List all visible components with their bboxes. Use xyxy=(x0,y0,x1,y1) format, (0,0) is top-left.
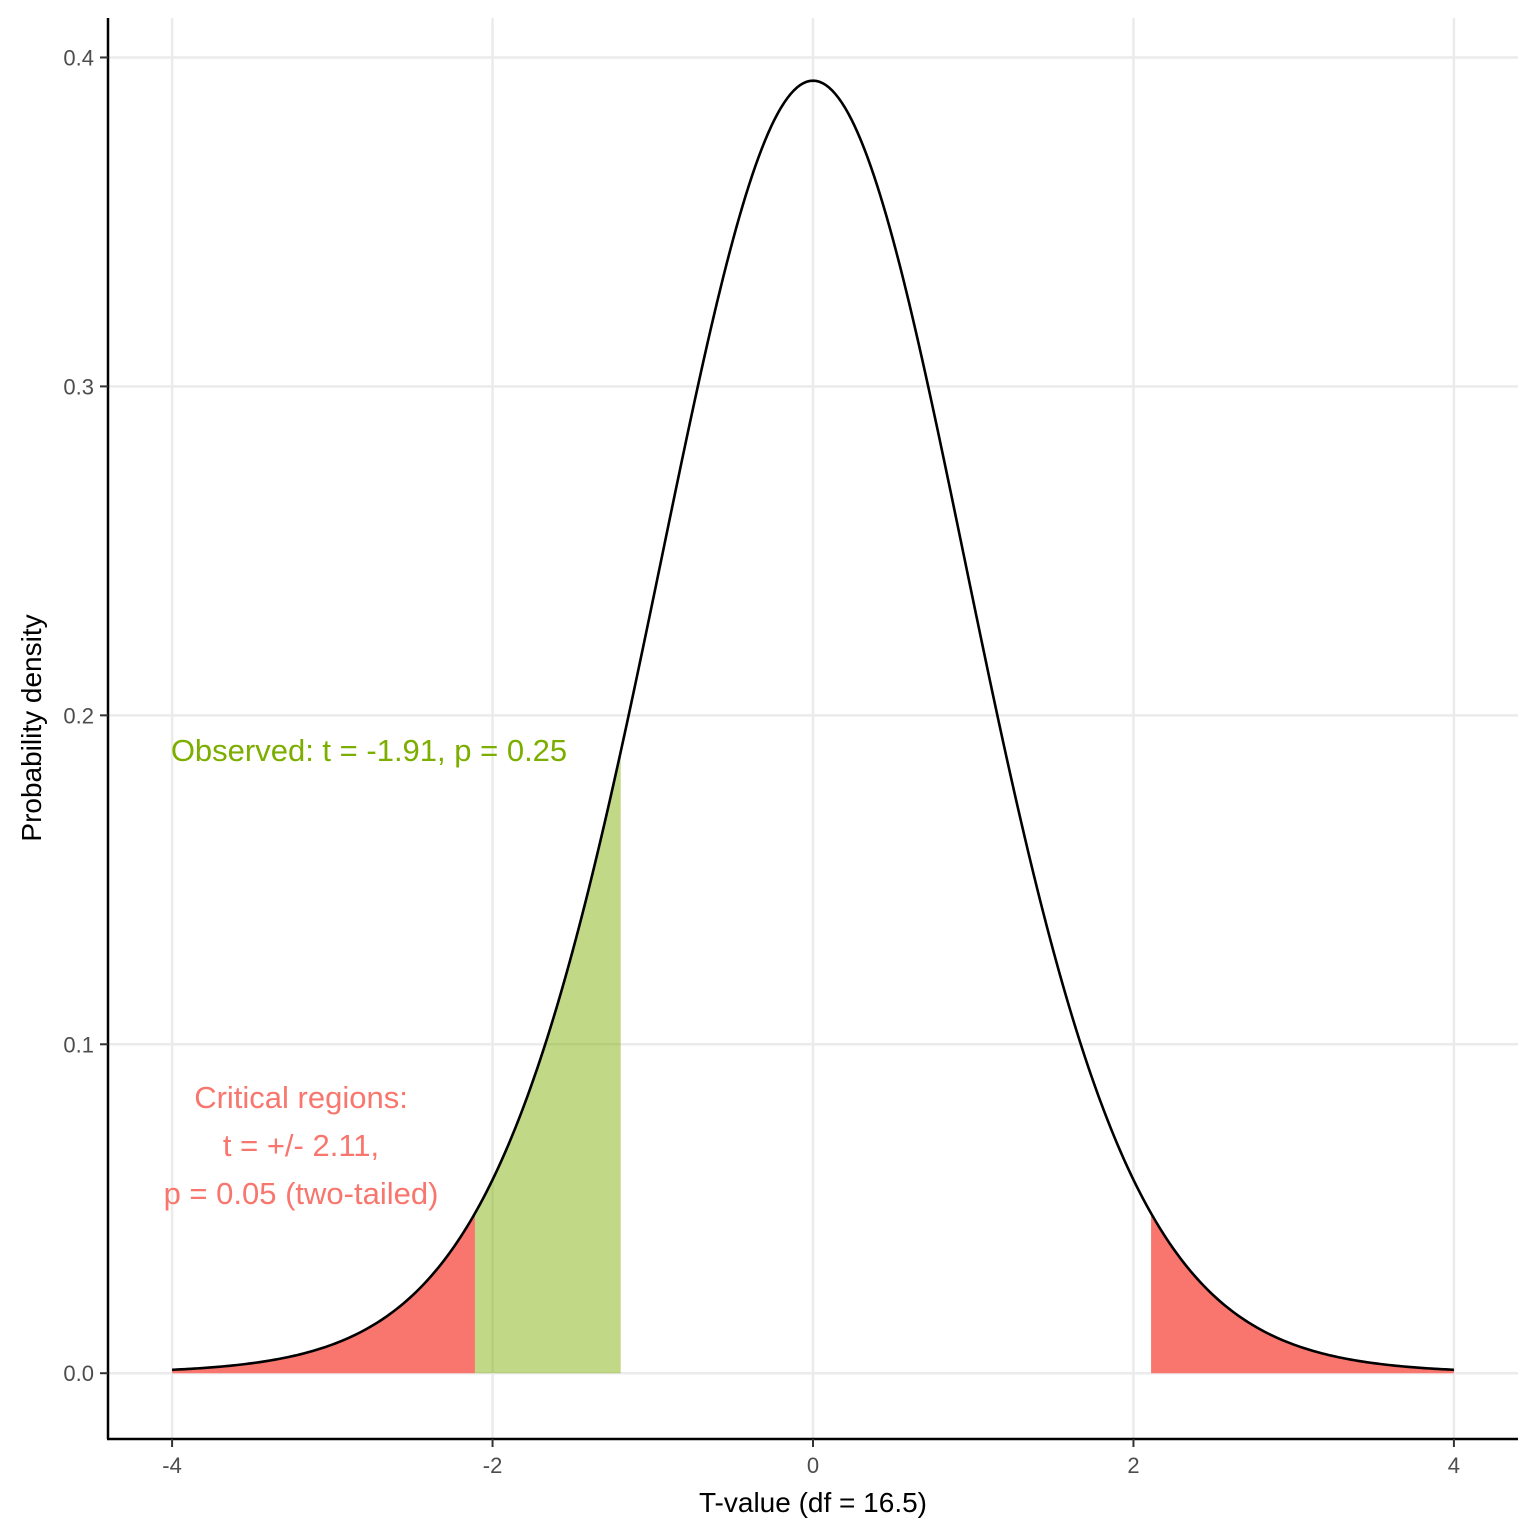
annotation-critical: Critical regions: xyxy=(194,1080,408,1115)
density-curve xyxy=(172,79,1454,1372)
x-tick-label: 4 xyxy=(1448,1453,1460,1478)
annotation-observed: Observed: t = -1.91, p = 0.25 xyxy=(171,733,567,768)
annotation-critical: p = 0.05 (two-tailed) xyxy=(164,1176,439,1211)
x-tick-label: -2 xyxy=(483,1453,503,1478)
annotation-critical: t = +/- 2.11, xyxy=(223,1128,379,1163)
shaded-region-critical-left xyxy=(172,1213,475,1374)
gridlines xyxy=(108,18,1518,1439)
ticks: -4 -2 0 2 4 0.0 0.1 0.2 0.3 0.4 xyxy=(63,45,1460,1478)
y-tick-label: 0.3 xyxy=(63,374,94,399)
y-tick-label: 0.0 xyxy=(63,1361,94,1386)
y-tick-label: 0.2 xyxy=(63,703,94,728)
x-axis-title: T-value (df = 16.5) xyxy=(699,1487,927,1518)
x-tick-label: 0 xyxy=(807,1453,819,1478)
y-axis-title: Probability density xyxy=(16,614,47,841)
x-tick-label: -4 xyxy=(162,1453,182,1478)
y-tick-label: 0.1 xyxy=(63,1032,94,1057)
y-tick-label: 0.4 xyxy=(63,45,94,70)
x-tick-label: 2 xyxy=(1127,1453,1139,1478)
annotations: Observed: t = -1.91, p = 0.25 Critical re… xyxy=(164,733,568,1211)
shaded-region-critical-right xyxy=(1151,1213,1454,1374)
